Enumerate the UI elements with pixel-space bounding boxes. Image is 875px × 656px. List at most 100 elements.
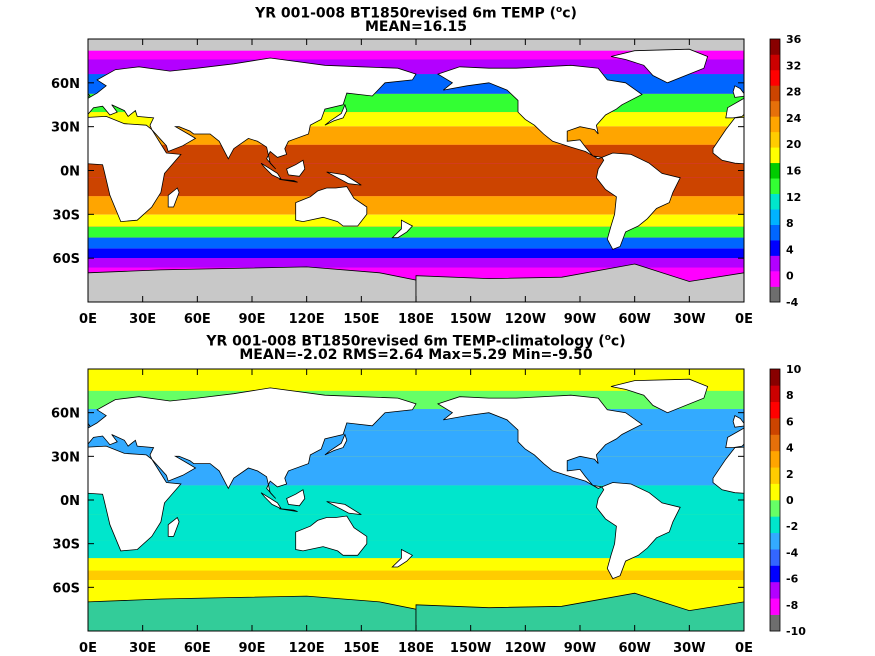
colorbar-frame xyxy=(769,38,781,303)
java-land xyxy=(279,178,298,183)
colorbar-label: 32 xyxy=(786,59,801,72)
x-tick-label: 120E xyxy=(289,641,325,656)
colorbar-label: 12 xyxy=(786,191,801,204)
colorbar-swatch xyxy=(770,178,780,195)
bottom-panel-subtitle: MEAN=-2.02 RMS=2.64 Max=5.29 Min=-9.50 xyxy=(239,347,593,363)
top-title-sup: o xyxy=(556,5,563,15)
bottom-title-text: YR 001-008 BT1850revised 6m TEMP-climato… xyxy=(206,333,605,350)
new-guinea-land xyxy=(326,171,362,186)
south-america-land xyxy=(0,483,24,579)
map-area-0 xyxy=(0,39,744,302)
colorbar-label: 4 xyxy=(786,442,794,455)
borneo-land xyxy=(286,159,306,177)
colorbar-swatch xyxy=(770,434,780,452)
colorbar-label: -10 xyxy=(786,625,806,638)
greenland-land xyxy=(610,48,709,84)
x-tick-label: 0E xyxy=(735,312,753,327)
colorbar-swatch xyxy=(770,116,780,133)
y-tick-label: 30S xyxy=(53,208,80,223)
y-tick-label: 30N xyxy=(51,121,80,136)
colorbar-1: 10 8 6 4 2 0 -2 -4 -6 -8 -10 xyxy=(769,363,806,638)
colorbar-swatch xyxy=(770,131,780,148)
sumatra-land xyxy=(260,492,283,510)
colorbar-swatch xyxy=(770,549,780,566)
x-tick-label: 60W xyxy=(618,641,650,656)
colorbar-label: -4 xyxy=(786,296,799,309)
y-tick-label: 0N xyxy=(60,165,80,180)
colorbar-swatch xyxy=(770,54,780,71)
colorbar-label: -6 xyxy=(786,573,799,586)
ocean-band xyxy=(88,589,744,599)
y-tick-label: 60N xyxy=(51,407,80,422)
colorbar-swatch xyxy=(770,483,780,501)
colorbar-label: -4 xyxy=(786,546,799,559)
colorbar-label: 16 xyxy=(786,165,802,178)
ocean-band xyxy=(88,258,744,268)
y-tick-label: 30S xyxy=(53,538,80,553)
borneo-land xyxy=(286,489,306,507)
colorbar-swatch xyxy=(770,39,780,55)
panel-0: 0E 30E 60E 90E 120E 150E 180E 150W 120W 90W 60W 30W… xyxy=(0,33,802,327)
ocean-band xyxy=(88,214,744,227)
colorbar-swatch xyxy=(770,532,780,550)
x-tick-label: 30E xyxy=(129,312,156,327)
colorbar-swatch xyxy=(770,516,780,534)
x-tick-label: 120W xyxy=(505,641,546,656)
y-tick-label: 60S xyxy=(53,581,80,596)
colorbar-swatch xyxy=(770,450,780,468)
greenland-land xyxy=(610,378,709,414)
x-tick-label: 0E xyxy=(79,641,97,656)
ocean-band xyxy=(88,580,744,590)
colorbar-swatch xyxy=(770,85,780,102)
x-tick-label: 60W xyxy=(618,312,650,327)
colorbar-label: -8 xyxy=(786,599,798,612)
colorbar-label: -2 xyxy=(786,520,798,533)
x-tick-label: 150W xyxy=(450,641,491,656)
top-title-text: YR 001-008 BT1850revised 6m TEMP ( xyxy=(255,5,557,22)
x-tick-label: 90W xyxy=(564,312,596,327)
x-tick-label: 0E xyxy=(735,641,753,656)
australia-land xyxy=(295,515,368,556)
colorbar-swatch xyxy=(770,193,780,210)
australia-land xyxy=(295,186,368,227)
colorbar-label: 6 xyxy=(786,415,794,428)
colorbar-label: 8 xyxy=(786,217,794,230)
colorbar-swatch xyxy=(770,467,780,484)
y-tick-label: 0N xyxy=(60,494,80,509)
ocean-band xyxy=(88,540,744,559)
x-tick-label: 90E xyxy=(239,312,266,327)
madagascar-land xyxy=(167,516,180,537)
colorbar-label: 2 xyxy=(786,468,794,481)
x-tick-label: 30W xyxy=(673,641,705,656)
panel-1: 0E 30E 60E 90E 120E 150E 180E 150W 120W 90W 60W 30W… xyxy=(0,363,806,656)
top-panel-subtitle: MEAN=16.15 xyxy=(364,19,468,35)
south-america-land xyxy=(595,482,681,580)
colorbar-swatch xyxy=(770,581,780,599)
x-tick-label: 60E xyxy=(184,312,211,327)
colorbar-0: 36 32 28 24 20 16 12 8 4 0 -4 xyxy=(769,33,802,309)
x-tick-label: 180E xyxy=(398,641,434,656)
bottom-title-end: c) xyxy=(610,333,626,350)
ocean-band xyxy=(88,226,744,238)
ocean-band xyxy=(88,196,744,215)
x-tick-label: 30E xyxy=(129,641,156,656)
colorbar-swatch xyxy=(770,69,780,86)
colorbar-label: 36 xyxy=(786,33,802,46)
bottom-title-sup: o xyxy=(604,333,611,343)
eurasia-land xyxy=(725,427,744,449)
y-tick-label: 60N xyxy=(51,77,80,92)
bottom-panel-title: YR 001-008 BT1850revised 6m TEMP-climato… xyxy=(88,330,744,350)
colorbar-label: 0 xyxy=(786,270,794,283)
colorbar-swatch xyxy=(770,224,780,241)
south-america-land xyxy=(0,153,24,249)
x-tick-label: 0E xyxy=(79,312,97,327)
ocean-band xyxy=(88,558,744,571)
madagascar-land xyxy=(167,187,180,208)
java-land xyxy=(279,508,298,512)
colorbar-swatch xyxy=(770,401,780,419)
eurasia-land xyxy=(725,97,744,119)
sumatra-land xyxy=(260,162,283,181)
colorbar-label: 24 xyxy=(786,112,802,125)
antarctica-shelf xyxy=(415,592,744,631)
greenland-land xyxy=(0,379,52,413)
